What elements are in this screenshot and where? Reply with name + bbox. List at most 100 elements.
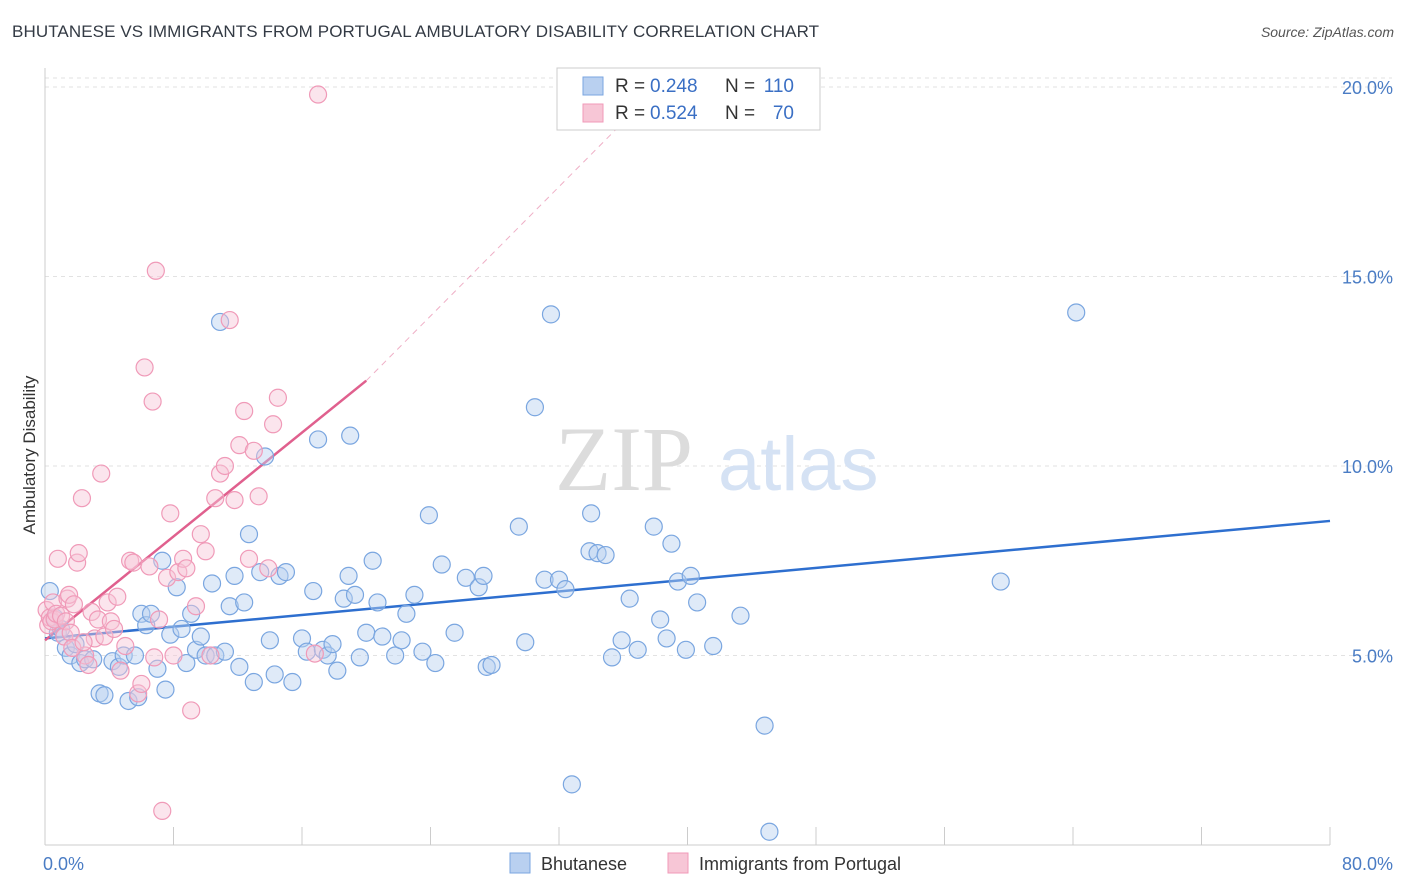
point-1-38 xyxy=(146,261,165,280)
point-1-23 xyxy=(92,464,111,483)
point-0-44 xyxy=(260,631,279,650)
series-legend-swatch-bhutanese xyxy=(509,852,531,874)
point-0-16 xyxy=(125,646,145,665)
point-0-87 xyxy=(562,775,581,794)
point-1-12 xyxy=(59,585,79,604)
point-0-24 xyxy=(161,625,180,644)
point-1-46 xyxy=(177,559,196,578)
point-0-105 xyxy=(731,606,750,625)
point-1-59 xyxy=(239,549,259,568)
trendlines xyxy=(44,105,1331,642)
point-1-40 xyxy=(153,801,172,820)
point-0-51 xyxy=(304,581,323,601)
point-1-30 xyxy=(116,636,135,656)
point-0-89 xyxy=(582,504,601,523)
point-1-48 xyxy=(186,597,206,616)
axes xyxy=(44,68,1331,846)
stats-legend: R = 0.248 N = 110 R = 0.524 N = 70 xyxy=(556,67,821,131)
point-1-66 xyxy=(305,644,324,663)
point-0-64 xyxy=(368,593,387,612)
point-1-67 xyxy=(145,648,164,667)
point-0-62 xyxy=(357,623,376,642)
point-0-47 xyxy=(276,563,296,582)
point-1-35 xyxy=(135,358,154,377)
point-0-36 xyxy=(220,597,239,616)
point-1-8 xyxy=(51,606,71,625)
point-0-72 xyxy=(426,653,445,673)
point-0-60 xyxy=(345,585,365,604)
point-0-83 xyxy=(535,570,554,589)
point-0-80 xyxy=(509,517,528,536)
point-0-74 xyxy=(445,623,464,642)
point-0-5 xyxy=(61,646,80,665)
point-0-57 xyxy=(334,589,353,608)
point-1-50 xyxy=(196,542,215,561)
point-0-59 xyxy=(341,426,360,445)
point-0-93 xyxy=(612,631,631,650)
point-0-107 xyxy=(760,822,779,841)
legend-r-value-0: 0.248 xyxy=(650,76,698,97)
point-0-38 xyxy=(230,657,249,676)
point-0-43 xyxy=(255,447,275,466)
point-1-64 xyxy=(268,388,288,407)
point-0-35 xyxy=(215,642,234,661)
legend-n-label-0: N = xyxy=(725,76,755,97)
point-0-56 xyxy=(328,661,347,680)
point-1-61 xyxy=(249,487,268,506)
point-0-71 xyxy=(419,506,438,525)
point-1-19 xyxy=(79,655,98,675)
trendline-1 xyxy=(44,379,368,642)
point-0-81 xyxy=(516,633,535,652)
point-0-41 xyxy=(244,672,263,692)
point-1-37 xyxy=(143,392,162,411)
point-1-29 xyxy=(111,661,130,680)
y-tick-label-2: 15.0% xyxy=(1342,267,1393,287)
point-0-61 xyxy=(350,648,369,667)
point-0-23 xyxy=(156,680,175,699)
point-1-65 xyxy=(308,85,328,104)
point-1-39 xyxy=(149,610,169,629)
point-0-55 xyxy=(323,635,342,654)
point-1-17 xyxy=(72,489,92,508)
legend-r-value-1: 0.524 xyxy=(650,103,698,124)
point-1-47 xyxy=(182,701,201,720)
legend-n-label-1: N = xyxy=(725,103,755,124)
point-0-15 xyxy=(119,691,138,711)
point-0-0 xyxy=(40,581,59,601)
point-0-69 xyxy=(405,585,424,604)
y-tick-labels: 5.0% 10.0% 15.0% 20.0% xyxy=(1342,78,1393,667)
point-0-94 xyxy=(620,589,639,608)
point-0-103 xyxy=(688,593,707,612)
point-0-84 xyxy=(541,305,561,324)
point-0-104 xyxy=(704,636,723,656)
point-1-43 xyxy=(164,646,183,665)
point-0-58 xyxy=(339,566,358,585)
y-axis-label: Ambulatory Disability xyxy=(20,375,39,534)
point-0-33 xyxy=(206,646,225,665)
point-1-69 xyxy=(74,633,93,652)
y-tick-label-1: 10.0% xyxy=(1342,457,1393,477)
y-tick-label-3: 20.0% xyxy=(1342,78,1393,98)
point-1-31 xyxy=(121,551,140,570)
point-1-52 xyxy=(206,489,225,508)
point-0-70 xyxy=(413,642,432,661)
point-0-76 xyxy=(469,578,488,597)
point-0-45 xyxy=(265,665,284,684)
x-tick-labels: 0.0% 80.0% xyxy=(43,854,1393,874)
point-1-25 xyxy=(98,593,117,612)
point-1-14 xyxy=(64,595,84,614)
point-0-77 xyxy=(474,566,493,585)
point-1-60 xyxy=(244,441,263,460)
point-1-41 xyxy=(157,568,177,587)
series-legend-swatch-portugal xyxy=(667,852,689,874)
legend-n-value-1: 70 xyxy=(773,103,794,124)
point-1-45 xyxy=(174,549,193,568)
point-0-109 xyxy=(1067,303,1086,322)
point-0-31 xyxy=(196,646,215,665)
point-0-26 xyxy=(172,619,191,639)
point-0-96 xyxy=(644,517,663,536)
point-1-32 xyxy=(124,553,143,572)
point-0-32 xyxy=(202,574,222,593)
point-1-63 xyxy=(263,415,283,434)
point-0-95 xyxy=(628,640,647,659)
